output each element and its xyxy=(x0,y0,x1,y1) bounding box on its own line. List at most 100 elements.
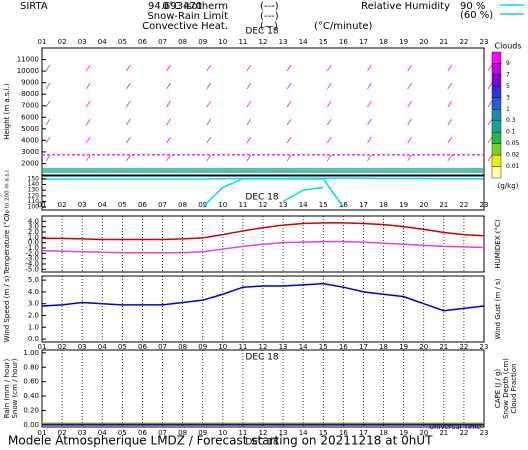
wind-barb xyxy=(286,136,292,144)
colorbar-label: 7 xyxy=(506,71,510,78)
hour-label: 08 xyxy=(178,38,187,46)
wind-barb xyxy=(246,136,252,144)
wind-barb xyxy=(487,100,493,108)
colorbar-label: 0.3 xyxy=(506,117,516,124)
hour-label: 02 xyxy=(58,201,67,209)
hour-label: 16 xyxy=(339,343,348,351)
axis-label: Temperature (°C) xyxy=(3,214,11,276)
axis-label: Wind Speed (m / s) xyxy=(3,275,11,342)
hour-label: 16 xyxy=(339,201,348,209)
legend-label: Relative Humidity xyxy=(361,1,450,12)
hour-label: 01 xyxy=(38,429,47,437)
y-tick-label: 11000 xyxy=(17,56,39,64)
colorbar-cell xyxy=(491,51,502,64)
hour-label: 13 xyxy=(279,38,288,46)
wind-barb xyxy=(85,64,91,72)
axis-label: HUMIDEX (°C) xyxy=(494,219,502,268)
wind-barb xyxy=(45,118,51,126)
y-tick-label: 0.80 xyxy=(23,363,39,371)
hour-label: 15 xyxy=(319,343,328,351)
y-tick-label: 7000 xyxy=(21,102,39,110)
hour-label: 07 xyxy=(158,343,167,351)
y-tick-label: 5000 xyxy=(21,125,39,133)
series-line xyxy=(41,282,485,312)
wind-barb xyxy=(45,64,51,72)
hour-label: 22 xyxy=(459,38,468,46)
hour-label: 07 xyxy=(158,201,167,209)
colorbar-title: Clouds xyxy=(494,42,521,51)
y-tick-label: 0.20 xyxy=(23,406,39,414)
hour-label: 09 xyxy=(198,201,207,209)
colorbar-label: 9 xyxy=(506,60,510,67)
y-tick-label: 9000 xyxy=(21,79,39,87)
y-tick-label: 8000 xyxy=(21,90,39,98)
y-tick-label: 4.0 xyxy=(28,217,39,225)
legend-level: 90 % xyxy=(460,1,485,12)
date-label: DEC 18 xyxy=(245,193,278,203)
wind-barb xyxy=(125,82,131,90)
hour-label: 22 xyxy=(459,201,468,209)
hour-label: 14 xyxy=(299,429,308,437)
hour-label: 19 xyxy=(399,38,408,46)
panel-frame xyxy=(41,47,485,176)
wind-barb xyxy=(166,136,171,144)
wind-barb xyxy=(487,136,493,144)
wind-barb xyxy=(125,64,131,72)
y-tick-label: 100 xyxy=(28,204,40,211)
colorbar-cell xyxy=(491,63,502,76)
hour-label: 12 xyxy=(259,38,268,46)
hour-label: 15 xyxy=(319,201,328,209)
wind-barb xyxy=(286,100,292,108)
wind-barb xyxy=(367,82,372,90)
wind-barb xyxy=(166,64,171,72)
hour-label: 14 xyxy=(299,343,308,351)
y-tick-label: 2.0 xyxy=(28,311,39,319)
hour-label: 02 xyxy=(58,429,67,437)
wind-barb xyxy=(125,100,131,108)
date-label: DEC 18 xyxy=(245,438,278,448)
colorbar-label: 1 xyxy=(506,106,510,113)
hour-label: 21 xyxy=(439,38,448,46)
wind-barb xyxy=(166,118,171,126)
wind-barb xyxy=(326,136,332,144)
hour-label: 09 xyxy=(198,38,207,46)
axis-label: Wind Gust (m / s) xyxy=(494,278,502,339)
hour-label: 03 xyxy=(78,201,87,209)
wind-barb xyxy=(286,154,292,162)
hour-label: 16 xyxy=(339,429,348,437)
hour-label: 03 xyxy=(78,343,87,351)
wind-barb xyxy=(166,100,171,108)
colorbar-label: 0.1 xyxy=(506,129,516,136)
wind-barb xyxy=(407,118,413,126)
wind-barb xyxy=(206,100,212,108)
wind-barb xyxy=(125,154,131,162)
wind-barb xyxy=(246,100,252,108)
series-line xyxy=(282,186,324,203)
hour-label: 03 xyxy=(78,429,87,437)
hour-label: 04 xyxy=(98,429,107,437)
wind-barb xyxy=(447,100,453,108)
axis-label: Height (m a.s.l.) xyxy=(3,83,11,140)
hour-label: 18 xyxy=(379,429,388,437)
hour-label: 05 xyxy=(118,38,127,46)
wind-barb xyxy=(206,82,212,90)
colorbar-cell xyxy=(491,86,502,99)
hour-label: 09 xyxy=(198,429,207,437)
series-line xyxy=(41,240,485,254)
wind-barb xyxy=(407,100,413,108)
wind-barb xyxy=(246,154,252,162)
hour-label: 21 xyxy=(439,201,448,209)
series-line xyxy=(42,222,485,241)
wind-barb xyxy=(125,136,131,144)
colorbar-label: 0.05 xyxy=(506,140,520,147)
station: SIRTA xyxy=(20,1,48,12)
hour-label: 04 xyxy=(98,38,107,46)
hour-label: 01 xyxy=(38,38,47,46)
axis-label: CAPE (J / g) xyxy=(494,369,502,409)
station-code: 94.693470 xyxy=(148,1,202,12)
y-tick-label: 0.0 xyxy=(28,239,39,247)
hour-label: 09 xyxy=(198,343,207,351)
wind-barb xyxy=(45,100,51,108)
wind-barb xyxy=(246,118,252,126)
wind-barb xyxy=(367,118,372,126)
